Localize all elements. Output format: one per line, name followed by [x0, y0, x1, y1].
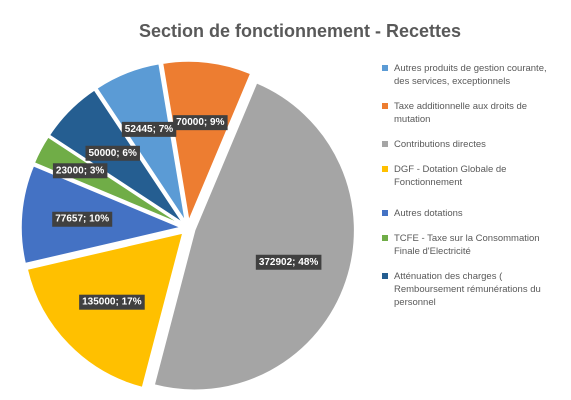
- data-label: 52445; 7%: [121, 121, 177, 137]
- pie-slice: [26, 231, 185, 389]
- data-label-box: [52, 163, 108, 179]
- data-label-text: 50000; 6%: [88, 148, 136, 159]
- legend-label: Autres dotations: [394, 208, 463, 219]
- data-label-text: 372902; 48%: [259, 257, 319, 268]
- chart-title: Section de fonctionnement - Recettes: [139, 21, 461, 41]
- data-label-text: 135000; 17%: [82, 297, 142, 308]
- pie-slice: [33, 135, 183, 226]
- data-label-text: 52445; 7%: [125, 124, 173, 135]
- legend-item: Contributions directes: [382, 138, 562, 151]
- data-label-box: [79, 294, 145, 310]
- legend-label: Contributions directes: [394, 139, 486, 150]
- pie-slice: [153, 81, 356, 391]
- pie-slice: [95, 62, 187, 222]
- legend-item: DGF - Dotation Globale de Fonctionnement: [382, 163, 562, 189]
- data-label-text: 77657; 10%: [55, 214, 109, 225]
- data-label-box: [121, 121, 177, 137]
- data-label-text: 70000; 9%: [176, 117, 224, 128]
- legend-swatch: [382, 210, 388, 216]
- legend-item: TCFE - Taxe sur la Consommation Finale d…: [382, 232, 562, 258]
- legend-swatch: [382, 141, 388, 147]
- legend-swatch: [382, 65, 388, 71]
- data-label: 77657; 10%: [52, 211, 113, 227]
- legend-swatch: [382, 235, 388, 241]
- legend-item: Autres produits de gestion courante, des…: [382, 62, 562, 88]
- legend-item: Taxe additionnelle aux droits de mutatio…: [382, 100, 562, 126]
- pie-slice: [161, 60, 252, 224]
- data-label-box: [173, 115, 228, 131]
- legend-label: DGF - Dotation Globale de Fonctionnement: [394, 164, 507, 188]
- legend-label: Autres produits de gestion courante, des…: [394, 63, 547, 87]
- data-label-box: [85, 145, 140, 161]
- legend-swatch: [382, 166, 388, 172]
- data-label-box: [52, 211, 113, 227]
- data-label: 372902; 48%: [255, 254, 322, 270]
- data-label: 135000; 17%: [79, 294, 145, 310]
- legend-label: Taxe additionnelle aux droits de mutatio…: [394, 101, 528, 125]
- legend-label: TCFE - Taxe sur la Consommation Finale d…: [394, 233, 540, 257]
- legend: Autres produits de gestion courante, des…: [382, 62, 562, 309]
- data-label: 23000; 3%: [52, 163, 108, 179]
- legend-item: Atténuation des charges ( Remboursement …: [382, 270, 562, 309]
- legend-item: Autres dotations: [382, 207, 562, 220]
- legend-swatch: [382, 103, 388, 109]
- data-label: 50000; 6%: [85, 145, 140, 161]
- data-label-text: 23000; 3%: [56, 165, 104, 176]
- data-label: 70000; 9%: [173, 115, 228, 131]
- legend-swatch: [382, 273, 388, 279]
- data-label-box: [255, 254, 322, 270]
- legend-label: Atténuation des charges ( Remboursement …: [394, 271, 541, 308]
